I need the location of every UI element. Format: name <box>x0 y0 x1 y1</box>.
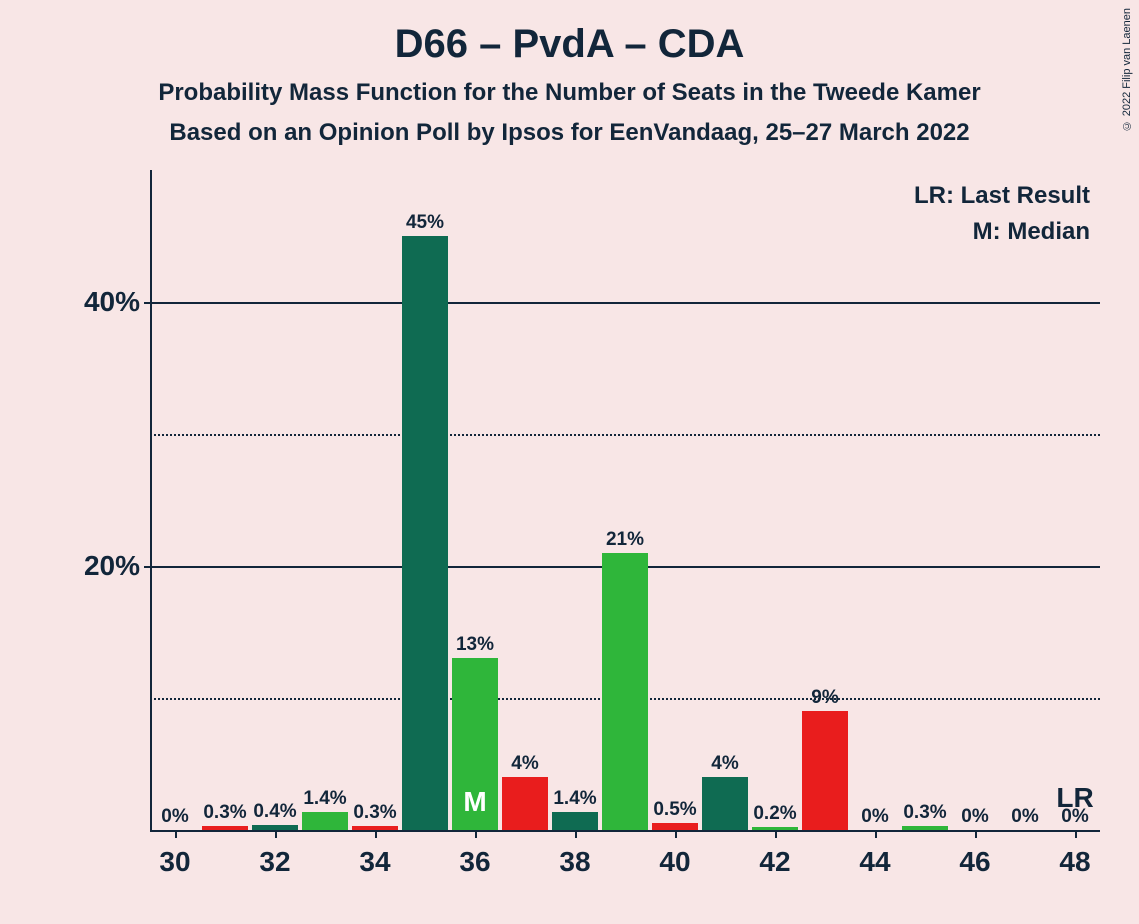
x-tick-mark <box>475 830 477 838</box>
bar-seat-34 <box>352 826 398 830</box>
chart-title: D66 – PvdA – CDA <box>0 0 1139 67</box>
bar-label: 0.4% <box>253 801 296 823</box>
bar-label: 0.3% <box>203 802 246 824</box>
x-tick-label: 36 <box>459 846 490 878</box>
bar-seat-38 <box>552 812 598 830</box>
legend-lr: LR: Last Result <box>914 182 1090 210</box>
x-tick-mark <box>675 830 677 838</box>
x-tick-mark <box>1075 830 1077 838</box>
bar-label: 9% <box>811 687 838 709</box>
x-tick-label: 34 <box>359 846 390 878</box>
x-tick-mark <box>375 830 377 838</box>
bar-label: 21% <box>606 529 644 551</box>
bar-seat-39 <box>602 553 648 830</box>
bar-seat-40 <box>652 823 698 830</box>
chart-plot-area: 20%40% 30323436384042444648 0%0.3%0.4%1.… <box>90 170 1100 830</box>
x-tick-label: 42 <box>759 846 790 878</box>
x-tick-label: 40 <box>659 846 690 878</box>
x-tick-label: 46 <box>959 846 990 878</box>
bar-seat-42 <box>752 827 798 830</box>
bar-seat-32 <box>252 825 298 830</box>
bar-label: 0.2% <box>753 803 796 825</box>
bar-label: 13% <box>456 634 494 656</box>
bar-seat-35 <box>402 236 448 830</box>
bar-label: 1.4% <box>553 788 596 810</box>
x-tick-label: 32 <box>259 846 290 878</box>
bar-label: 0.5% <box>653 799 696 821</box>
bar-label: 0% <box>961 806 988 828</box>
copyright-text: © 2022 Filip van Laenen <box>1121 8 1133 131</box>
bar-seat-33 <box>302 812 348 830</box>
x-tick-label: 44 <box>859 846 890 878</box>
bar-seat-45 <box>902 826 948 830</box>
legend-m: M: Median <box>973 218 1090 246</box>
bar-label: 0.3% <box>353 802 396 824</box>
bar-label: 0% <box>161 806 188 828</box>
bar-seat-43 <box>802 711 848 830</box>
x-tick-mark <box>275 830 277 838</box>
x-tick-mark <box>975 830 977 838</box>
bar-label: 45% <box>406 212 444 234</box>
bar-label: 4% <box>511 753 538 775</box>
median-marker: M <box>463 786 486 818</box>
x-tick-mark <box>175 830 177 838</box>
x-tick-label: 38 <box>559 846 590 878</box>
bar-label: 0.3% <box>903 802 946 824</box>
x-tick-label: 48 <box>1059 846 1090 878</box>
x-tick-mark <box>875 830 877 838</box>
bar-seat-41 <box>702 777 748 830</box>
chart-subtitle-1: Probability Mass Function for the Number… <box>0 79 1139 107</box>
bar-seat-31 <box>202 826 248 830</box>
bar-seat-37 <box>502 777 548 830</box>
bar-label: 0% <box>1011 806 1038 828</box>
x-tick-mark <box>575 830 577 838</box>
lr-marker: LR <box>1056 782 1093 814</box>
x-tick-mark <box>775 830 777 838</box>
x-axis <box>150 830 1100 832</box>
bar-label: 1.4% <box>303 788 346 810</box>
chart-subtitle-2: Based on an Opinion Poll by Ipsos for Ee… <box>0 119 1139 147</box>
x-tick-label: 30 <box>159 846 190 878</box>
bar-label: 4% <box>711 753 738 775</box>
bar-label: 0% <box>861 806 888 828</box>
